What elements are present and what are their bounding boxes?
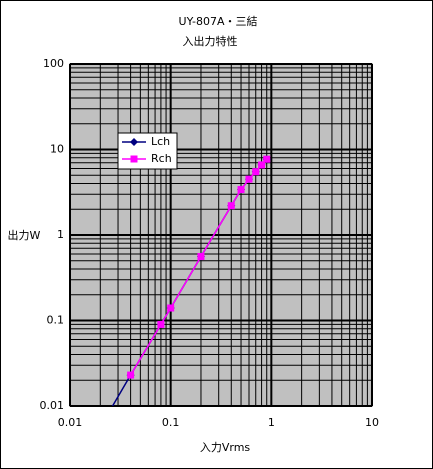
chart-title: UY-807A・三結 xyxy=(179,14,258,28)
legend-marker xyxy=(130,155,138,163)
y-tick-label: 0.1 xyxy=(47,314,65,327)
data-point xyxy=(237,186,245,194)
legend-box xyxy=(117,132,178,170)
data-point xyxy=(252,168,260,176)
data-point xyxy=(127,371,135,379)
data-point xyxy=(245,175,253,183)
chart-subtitle: 入出力特性 xyxy=(183,34,238,48)
legend-label: Lch xyxy=(151,135,170,148)
x-tick-label: 0.01 xyxy=(58,416,83,429)
data-point xyxy=(197,253,205,261)
x-tick-label: 0.1 xyxy=(162,416,180,429)
x-axis-label: 入力Vrms xyxy=(200,441,251,454)
x-tick-label: 10 xyxy=(365,416,379,429)
y-tick-label: 10 xyxy=(50,143,64,156)
y-axis-label: 出力W xyxy=(8,228,41,242)
plot-border xyxy=(69,63,373,407)
data-point xyxy=(167,304,175,312)
plot-series xyxy=(111,155,271,406)
x-tick-label: 1 xyxy=(268,416,275,429)
data-point xyxy=(258,161,266,169)
data-point xyxy=(263,155,271,163)
data-point xyxy=(227,202,235,210)
y-tick-label: 100 xyxy=(43,57,64,70)
legend-marker xyxy=(130,138,138,146)
data-point xyxy=(157,320,165,328)
y-tick-label: 0.01 xyxy=(40,399,65,412)
y-tick-label: 1 xyxy=(57,228,64,241)
legend-label: Rch xyxy=(151,152,172,165)
